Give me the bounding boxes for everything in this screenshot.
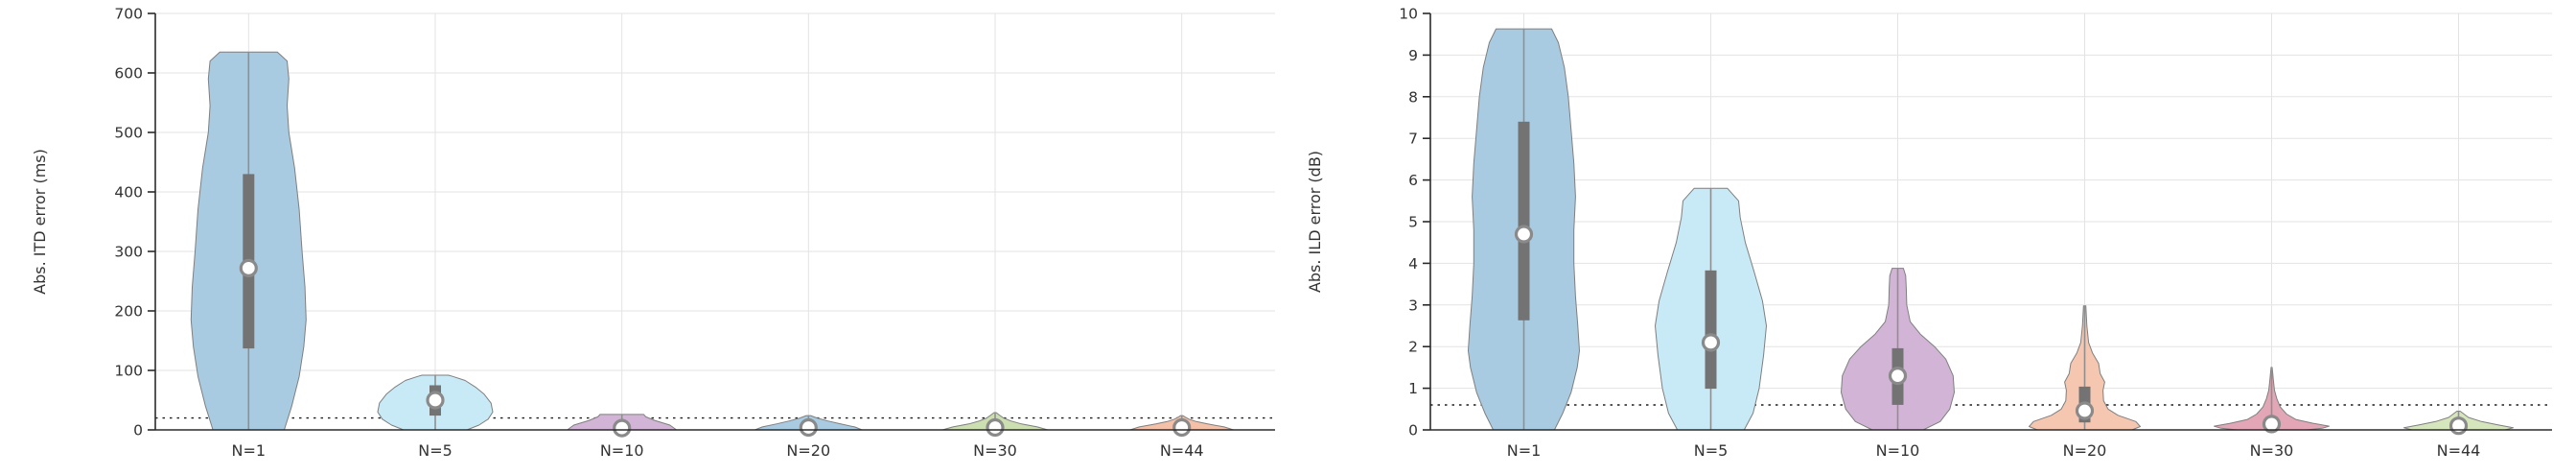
y-tick-label-3: 3 xyxy=(1408,297,1418,314)
iqr-box-N=5 xyxy=(1705,270,1717,390)
x-category-label-N=10: N=10 xyxy=(600,441,644,460)
y-tick-label-200: 200 xyxy=(114,303,143,321)
median-dot-N=10 xyxy=(613,418,632,438)
x-category-label-N=20: N=20 xyxy=(786,441,830,460)
median-dot-N=44 xyxy=(2448,416,2469,436)
y-tick-label-9: 9 xyxy=(1408,47,1418,64)
ild-violin-chart: 0 1 2 3 4 5 6 7 8 9 10 N=1 N=5 N=10 N=20 N=30 N=44 Abs. I… xyxy=(1306,6,2552,460)
y-tick-label-700: 700 xyxy=(114,6,143,23)
y-tick-label-5: 5 xyxy=(1408,214,1418,231)
x-category-label-N=1: N=1 xyxy=(1507,441,1542,460)
y-tick-label-1: 1 xyxy=(1408,380,1418,397)
median-dot-N=30 xyxy=(986,417,1005,438)
x-category-label-N=44: N=44 xyxy=(2437,441,2481,460)
y-tick-label-0: 0 xyxy=(1408,422,1418,439)
y-tick-label-300: 300 xyxy=(114,244,143,261)
itd-panel: 0 100 200 300 400 500 600 700 N=1 N=5 N=10 N=20 N=30… xyxy=(31,6,1275,460)
y-tick-label-500: 500 xyxy=(114,125,143,142)
median-dot-N=1 xyxy=(239,258,258,277)
x-category-label-N=1: N=1 xyxy=(232,441,267,460)
median-dot-N=44 xyxy=(1172,417,1192,438)
median-dot-N=30 xyxy=(2262,415,2282,434)
x-category-label-N=44: N=44 xyxy=(1160,441,1204,460)
iqr-box-N=1 xyxy=(1518,121,1530,321)
y-tick-label-4: 4 xyxy=(1408,255,1418,273)
y-axis-label: Abs. ILD error (dB) xyxy=(1306,151,1324,293)
itd-violin-chart: 0 100 200 300 400 500 600 700 N=1 N=5 N=10 N=20 N=30… xyxy=(31,6,1275,460)
y-tick-label-8: 8 xyxy=(1408,88,1418,106)
ild-panel: 0 1 2 3 4 5 6 7 8 9 10 N=1 N=5 N=10 N=20 N=30 N=44 Abs. I… xyxy=(1288,0,2576,475)
y-tick-label-400: 400 xyxy=(114,184,143,202)
x-category-label-N=30: N=30 xyxy=(2250,441,2294,460)
x-category-label-N=10: N=10 xyxy=(1876,441,1920,460)
median-dot-N=20 xyxy=(2075,401,2095,420)
y-tick-label-600: 600 xyxy=(114,65,143,83)
x-category-label-N=30: N=30 xyxy=(973,441,1017,460)
median-dot-N=5 xyxy=(426,391,445,410)
y-tick-label-7: 7 xyxy=(1408,131,1418,148)
x-category-label-N=5: N=5 xyxy=(1694,441,1729,460)
median-dot-N=20 xyxy=(799,417,818,438)
y-tick-label-6: 6 xyxy=(1408,172,1418,189)
y-tick-label-2: 2 xyxy=(1408,339,1418,356)
y-tick-label-100: 100 xyxy=(114,363,143,380)
median-dot-N=1 xyxy=(1514,225,1534,244)
x-category-label-N=20: N=20 xyxy=(2063,441,2107,460)
x-category-label-N=5: N=5 xyxy=(418,441,453,460)
median-dot-N=5 xyxy=(1701,333,1721,352)
y-tick-label-10: 10 xyxy=(1399,6,1418,23)
y-axis-label: Abs. ITD error (ms) xyxy=(31,149,49,295)
y-tick-label-0: 0 xyxy=(133,422,143,439)
median-dot-N=10 xyxy=(1888,367,1908,386)
